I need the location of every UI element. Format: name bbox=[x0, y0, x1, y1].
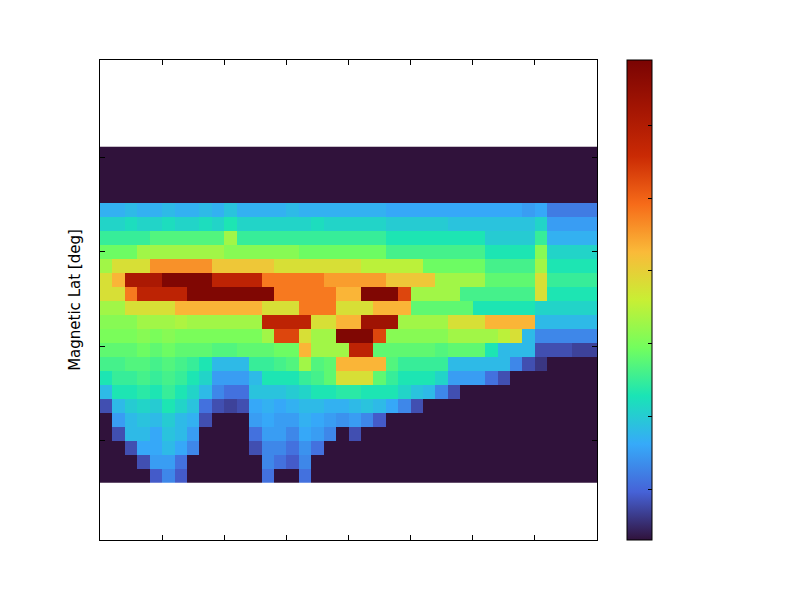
svg-text:Magnetic Lat [deg]: Magnetic Lat [deg] bbox=[66, 229, 84, 371]
